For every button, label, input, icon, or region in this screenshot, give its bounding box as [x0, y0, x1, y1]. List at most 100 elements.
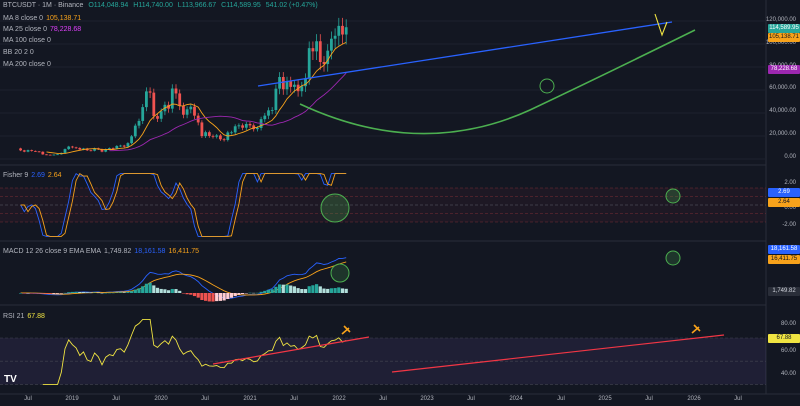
price-tick: 0.00 — [784, 154, 796, 160]
rsi-header[interactable]: RSI 21 67.88 — [3, 312, 45, 321]
candle-body — [322, 61, 326, 65]
time-tick: Jul — [557, 396, 565, 402]
macd-histogram-bar — [185, 293, 189, 295]
candle-body — [37, 151, 41, 153]
macd-histogram-bar — [52, 293, 56, 294]
fisher-label: Fisher 9 — [3, 172, 29, 179]
macd-histogram-bar — [152, 285, 156, 293]
candle-body — [45, 154, 48, 156]
macd-histogram-bar — [218, 293, 222, 301]
macd-histogram-bar — [326, 288, 330, 293]
time-tick: 2020 — [154, 396, 168, 402]
indicator-ma200[interactable]: MA 200 close 0 — [3, 60, 51, 69]
candle-body — [304, 78, 307, 87]
rsi-line — [42, 318, 347, 385]
ma8-price-tag: 105,138.71 — [768, 33, 800, 42]
candle-body — [193, 106, 196, 116]
macd-histogram-bar — [78, 292, 82, 293]
macd-histogram-bar — [307, 286, 311, 293]
macd-highlight-circle — [665, 250, 681, 266]
macd-histogram-bar — [96, 292, 100, 294]
fisher-header[interactable]: Fisher 9 2.69 2.64 — [3, 171, 62, 180]
macd-hist-value: 1,749.82 — [104, 248, 132, 255]
rsi-value: 67.88 — [27, 313, 45, 320]
macd-histogram-bar — [107, 292, 111, 294]
candle-body — [256, 128, 259, 130]
macd-histogram-bar — [237, 293, 241, 295]
macd-histogram-bar — [59, 293, 63, 294]
candle-body — [156, 116, 159, 119]
candle-body — [252, 125, 256, 130]
macd-histogram-bar — [278, 284, 282, 293]
macd-line-value: 18,161.58 — [134, 248, 166, 255]
ma25-price-tag: 78,228.68 — [768, 65, 800, 74]
time-tick: 2023 — [420, 396, 434, 402]
macd-histogram-bar — [329, 288, 333, 293]
macd-histogram-bar — [281, 284, 285, 293]
indicator-label: MA 25 close 0 — [3, 26, 47, 33]
macd-histogram-bar — [85, 292, 89, 293]
macd-histogram-bar — [244, 293, 248, 294]
indicator-ma25[interactable]: MA 25 close 0 78,228.68 — [3, 25, 81, 34]
macd-signal-value: 16,411.75 — [168, 248, 200, 255]
macd-histogram-bar — [178, 290, 182, 293]
rsi-tick: 40.00 — [780, 371, 796, 377]
price-tick: 120,000.00 — [765, 17, 796, 23]
candle-body — [178, 93, 182, 106]
fisher-tick: -2.00 — [782, 222, 796, 228]
candle-body — [111, 148, 115, 149]
candle-body — [344, 27, 348, 35]
indicator-ma100[interactable]: MA 100 close 0 — [3, 36, 51, 45]
candle-body — [22, 150, 26, 152]
candle-body — [200, 122, 204, 137]
ohlc-header: BTCUSDT · 1M · Binance O114,048.94 H114,… — [3, 2, 321, 9]
macd-histogram-bar — [255, 292, 259, 294]
time-tick: Jul — [201, 396, 209, 402]
macd-histogram-bar — [303, 289, 308, 293]
macd-header[interactable]: MACD 12 26 close 9 EMA EMA 1,749.82 18,161… — [3, 247, 199, 256]
macd-histogram-bar — [274, 286, 278, 293]
indicator-label: MA 200 close 0 — [3, 61, 51, 68]
candle-body — [219, 135, 222, 140]
candle-body — [71, 146, 74, 148]
time-tick: 2021 — [243, 396, 257, 402]
macd-histogram-bar — [93, 292, 97, 294]
candle-body — [326, 50, 330, 65]
symbol-title[interactable]: BTCUSDT · 1M · Binance — [3, 2, 84, 9]
candle-body — [41, 151, 45, 155]
macd-histogram-bar — [196, 293, 200, 298]
macd-histogram-bar — [141, 286, 145, 293]
rsi-trendline — [212, 336, 370, 365]
macd-histogram-bar — [226, 293, 230, 299]
candle-body — [222, 139, 226, 141]
macd-histogram-bar — [181, 293, 185, 294]
macd-histogram-bar — [215, 293, 219, 302]
time-tick: Jul — [467, 396, 475, 402]
candle-body — [133, 125, 137, 137]
tradingview-logo[interactable]: TV — [4, 374, 17, 385]
macd-histogram-bar — [89, 292, 93, 294]
candle-body — [145, 91, 148, 108]
fisher-highlight-circle — [320, 193, 350, 223]
indicator-label: MA 100 close 0 — [3, 37, 51, 44]
time-tick: Jul — [734, 396, 742, 402]
candle-body — [174, 88, 178, 94]
indicator-bb[interactable]: BB 20 2 0 — [3, 48, 34, 57]
candle-body — [82, 148, 85, 150]
ma25-line — [109, 72, 347, 152]
candle-body — [78, 147, 82, 150]
macd-histogram-bar — [174, 289, 178, 293]
macd-histogram-bar — [322, 288, 326, 293]
price-tick: 20,000.00 — [769, 131, 796, 137]
macd-histogram-bar — [111, 292, 115, 294]
fisher-tick: 0.00 — [784, 205, 796, 211]
arrow-drawing — [654, 13, 668, 37]
macd-histogram-bar — [67, 292, 71, 293]
indicator-ma8[interactable]: MA 8 close 0 105,138.71 — [3, 14, 81, 23]
macd-histogram-bar — [30, 293, 34, 294]
macd-histogram-bar — [233, 293, 237, 297]
candle-body — [170, 88, 174, 109]
candle-body — [74, 147, 78, 149]
